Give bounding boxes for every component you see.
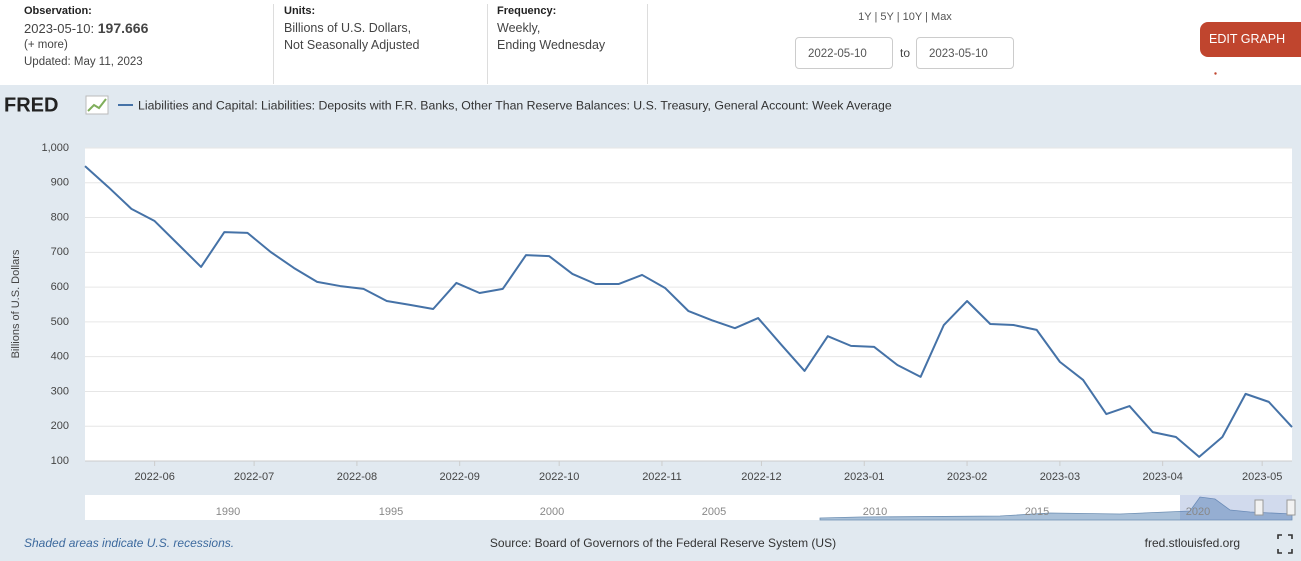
date-from[interactable]: 2022-05-10: [795, 37, 893, 69]
x-tick-label: 2022-07: [234, 471, 274, 483]
navigator-label: 2000: [540, 506, 564, 518]
frequency-label: Frequency:: [497, 5, 557, 17]
navigator-label: 2005: [702, 506, 726, 518]
y-tick-label: 100: [51, 455, 69, 467]
units-panel: Units: Billions of U.S. Dollars, Not Sea…: [284, 0, 420, 85]
separator: [273, 4, 274, 84]
legend-label: Liabilities and Capital: Liabilities: De…: [138, 98, 892, 112]
y-tick-label: 200: [51, 420, 69, 432]
x-tick-label: 2023-02: [947, 471, 987, 483]
y-tick-label: 400: [51, 351, 69, 363]
range-button[interactable]: 5Y: [880, 11, 894, 23]
to-label: to: [900, 46, 911, 60]
navigator-label: 2020: [1186, 506, 1210, 518]
y-tick-label: 600: [51, 281, 69, 293]
x-tick-label: 2022-06: [134, 471, 174, 483]
navigator-series: [819, 496, 1293, 521]
units-line: Not Seasonally Adjusted: [284, 38, 420, 52]
x-tick-label: 2022-08: [337, 471, 377, 483]
logo-icon: [85, 95, 109, 115]
fred-logo: FRED: [4, 94, 58, 116]
site-link[interactable]: fred.stlouisfed.org: [1145, 536, 1240, 550]
x-tick-label: 2023-03: [1040, 471, 1080, 483]
observation-date: 2023-05-10:: [24, 21, 95, 36]
frequency-line: Ending Wednesday: [497, 38, 606, 52]
source: Source: Board of Governors of the Federa…: [490, 536, 836, 550]
frequency-line: Weekly,: [497, 21, 541, 35]
frequency-panel: Frequency: Weekly, Ending Wednesday: [497, 0, 605, 85]
more-link[interactable]: (+ more): [24, 39, 68, 51]
navigator-label: 1990: [216, 506, 240, 518]
edit-graph-button[interactable]: EDIT GRAPH: [1200, 22, 1301, 80]
observation-panel: Observation: 2023-05-10: 197.666 (+ more…: [24, 0, 148, 85]
y-axis-title: Billions of U.S. Dollars: [10, 249, 22, 358]
x-tick-label: 2023-05: [1242, 471, 1282, 483]
navigator-window[interactable]: [1180, 495, 1292, 520]
separator: [487, 4, 488, 84]
range-buttons: 1Y | 5Y | 10Y | Max: [858, 11, 952, 23]
x-tick-label: 2022-11: [642, 471, 682, 483]
units-label: Units:: [284, 5, 316, 17]
chart: FRED Billions of U.S. Dollars Shaded are…: [0, 85, 1301, 561]
observation-line: 2023-05-10: 197.666: [24, 20, 148, 37]
navigator-label: 2015: [1025, 506, 1049, 518]
units-line: Billions of U.S. Dollars,: [284, 21, 412, 35]
x-tick-label: 2023-04: [1142, 471, 1182, 483]
x-tick-label: 2022-09: [440, 471, 480, 483]
edit-graph-label: EDIT GRAPH: [1209, 32, 1286, 46]
plot-area: [85, 148, 1292, 461]
navigator-label: 2010: [863, 506, 887, 518]
y-tick-label: 500: [51, 316, 69, 328]
fullscreen-icon[interactable]: [1277, 534, 1293, 554]
range-button[interactable]: 1Y: [858, 11, 872, 23]
recession-note: Shaded areas indicate U.S. recessions.: [24, 536, 234, 550]
x-tick-label: 2023-01: [844, 471, 884, 483]
x-tick-label: 2022-12: [741, 471, 781, 483]
y-tick-label: 800: [51, 211, 69, 223]
date-to[interactable]: 2023-05-10: [916, 37, 1014, 69]
range-button[interactable]: Max: [931, 11, 952, 23]
navigator-handle[interactable]: [1254, 499, 1264, 516]
updated: Updated: May 11, 2023: [24, 56, 143, 68]
observation-value: 197.666: [97, 20, 149, 36]
y-tick-label: 900: [51, 177, 69, 189]
x-tick-label: 2022-10: [539, 471, 579, 483]
gear-icon: [1209, 67, 1222, 80]
separator: [647, 4, 648, 84]
navigator-handle[interactable]: [1286, 499, 1296, 516]
observation-label: Observation:: [24, 5, 92, 17]
navigator-label: 1995: [379, 506, 403, 518]
series-line: [84, 165, 1293, 458]
y-tick-label: 300: [51, 385, 69, 397]
y-tick-label: 1,000: [41, 142, 69, 154]
y-tick-label: 700: [51, 246, 69, 258]
range-button[interactable]: 10Y: [902, 11, 923, 23]
